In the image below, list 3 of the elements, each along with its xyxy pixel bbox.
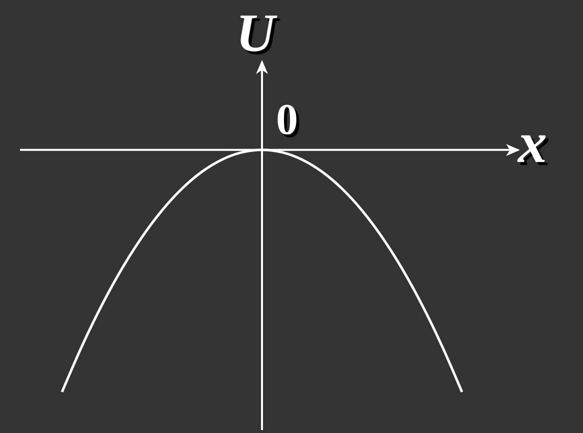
x-axis-title: x xyxy=(518,110,547,175)
y-axis-title: U xyxy=(236,3,275,63)
text: 0 xyxy=(276,94,298,144)
